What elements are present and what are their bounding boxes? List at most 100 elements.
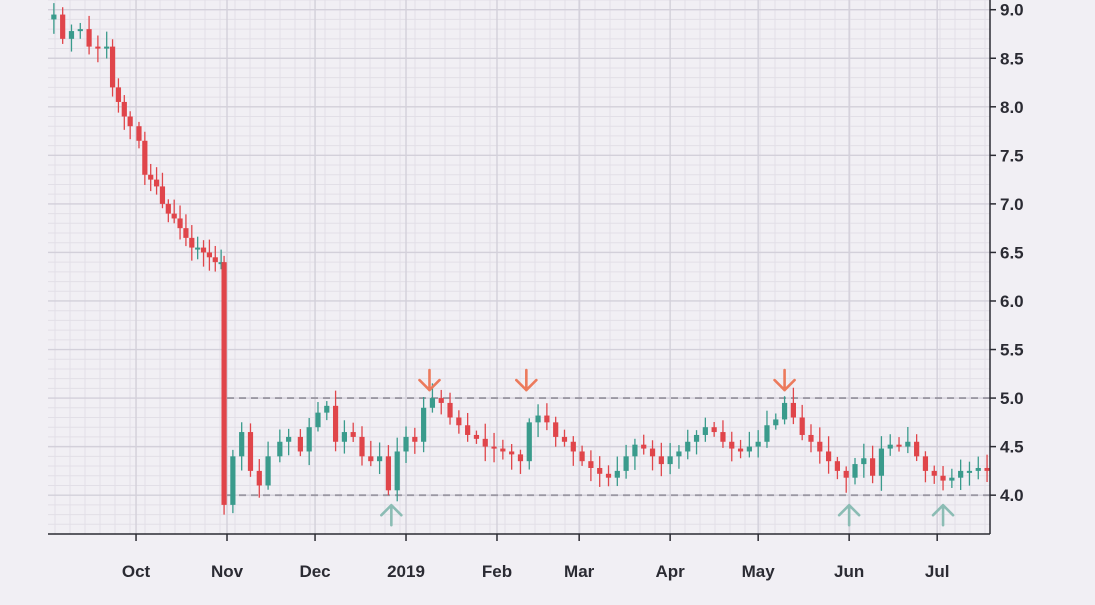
candle-down xyxy=(221,262,227,505)
candle-down xyxy=(870,458,876,476)
y-tick-label: 4.0 xyxy=(1000,486,1024,505)
x-tick-label: Apr xyxy=(655,562,685,581)
candle-down xyxy=(914,441,920,457)
candle-down xyxy=(109,46,116,88)
candle-down xyxy=(843,470,849,478)
candle-up xyxy=(230,456,236,505)
candle-down xyxy=(465,425,471,435)
y-tick-label: 8.0 xyxy=(1000,98,1024,117)
y-tick-label: 7.5 xyxy=(1000,146,1024,165)
candle-up xyxy=(975,467,981,471)
x-tick-label: Jun xyxy=(834,562,864,581)
candle-down xyxy=(940,475,946,481)
candle-up xyxy=(286,436,292,442)
x-tick-label: Dec xyxy=(299,562,330,581)
candle-down xyxy=(553,422,559,437)
candle-up xyxy=(195,247,201,250)
candle-up xyxy=(852,464,858,478)
candle-down xyxy=(588,461,594,468)
candle-up xyxy=(218,262,224,265)
candle-down xyxy=(658,456,664,465)
candle-up xyxy=(377,456,383,462)
candle-down xyxy=(579,451,585,462)
y-tick-label: 6.0 xyxy=(1000,292,1024,311)
candle-up xyxy=(949,477,955,481)
candle-down xyxy=(482,438,488,447)
candle-down xyxy=(729,441,735,449)
y-tick-label: 5.5 xyxy=(1000,341,1024,360)
candle-up xyxy=(773,419,779,426)
candle-up xyxy=(746,446,752,452)
resistance-touch-arrow xyxy=(773,368,796,392)
candle-up xyxy=(878,448,885,476)
x-tick-label: Jul xyxy=(925,562,950,581)
resistance-touch-arrow xyxy=(418,368,441,392)
candle-up xyxy=(676,451,682,457)
touch-markers xyxy=(380,368,955,527)
candles xyxy=(51,3,990,515)
axes xyxy=(48,0,991,535)
candle-up xyxy=(104,46,110,49)
candle-down xyxy=(649,448,656,457)
candle-down xyxy=(183,228,189,238)
candle-down xyxy=(711,427,717,433)
candle-down xyxy=(368,456,374,462)
candle-down xyxy=(737,448,744,452)
candle-down xyxy=(359,436,365,457)
candle-up xyxy=(905,441,911,447)
candle-up xyxy=(421,407,427,442)
candle-down xyxy=(456,417,462,426)
candle-down xyxy=(412,436,418,442)
candle-up xyxy=(887,444,893,449)
x-tick-label: May xyxy=(742,562,776,581)
candle-up xyxy=(614,470,620,478)
candle-down xyxy=(189,237,195,248)
candle-down xyxy=(438,398,444,403)
candle-up xyxy=(239,432,245,457)
major-grid xyxy=(48,0,990,534)
candle-up xyxy=(51,14,57,20)
y-tick-label: 6.5 xyxy=(1000,243,1024,262)
candle-down xyxy=(931,470,937,476)
candle-down xyxy=(332,405,339,442)
candle-down xyxy=(473,434,480,439)
x-axis-ticks: Oct Nov Dec 2019 Feb Mar Apr May Jun Jul xyxy=(122,534,950,581)
candle-down xyxy=(127,116,133,127)
candle-down xyxy=(896,444,902,447)
candle-down xyxy=(544,415,550,423)
candle-up xyxy=(623,456,629,471)
candle-down xyxy=(60,14,66,39)
candle-down xyxy=(922,456,929,471)
y-tick-label: 8.5 xyxy=(1000,49,1024,68)
candle-up xyxy=(535,415,541,423)
candle-down xyxy=(799,417,805,435)
candle-up xyxy=(403,436,409,452)
candle-up xyxy=(277,441,283,457)
support-touch-arrow xyxy=(931,503,955,527)
candle-down xyxy=(206,252,213,258)
candle-down xyxy=(984,467,990,471)
candle-down xyxy=(200,247,207,253)
candle-down xyxy=(121,101,127,117)
candle-up xyxy=(341,432,347,442)
y-tick-label: 5.0 xyxy=(1000,389,1024,408)
candle-up xyxy=(429,398,436,408)
candle-down xyxy=(605,473,612,478)
candle-down xyxy=(95,46,101,49)
y-axis-ticks: 4.0 4.5 5.0 5.5 6.0 6.5 7.0 7.5 8.0 8.5 9.0 xyxy=(990,1,1024,505)
candle-down xyxy=(165,203,171,214)
candle-down xyxy=(790,402,796,418)
x-tick-label: 2019 xyxy=(387,562,425,581)
candle-up xyxy=(667,456,673,465)
candle-up xyxy=(781,402,788,420)
candle-up xyxy=(966,470,973,473)
candle-up xyxy=(324,405,330,413)
candle-down xyxy=(808,434,814,442)
candle-down xyxy=(491,446,497,449)
candle-down xyxy=(447,402,453,418)
candle-up xyxy=(861,458,867,465)
candle-down xyxy=(153,179,160,187)
candle-down xyxy=(517,454,524,462)
candle-up xyxy=(265,456,271,486)
candle-up xyxy=(68,31,75,39)
